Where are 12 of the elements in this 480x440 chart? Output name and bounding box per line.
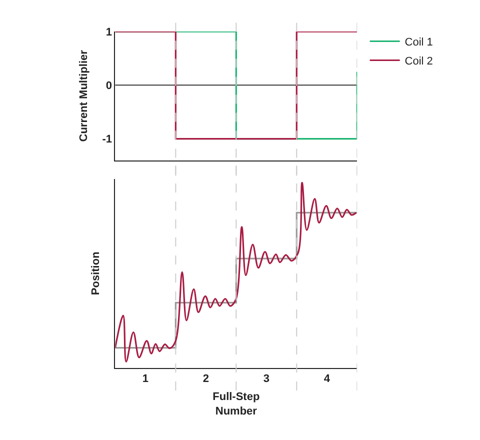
x-tick-label: 2 <box>202 372 209 385</box>
y-tick-label: 1 <box>106 26 112 38</box>
x-axis-title: Full-Step Number <box>212 391 260 418</box>
y-tick-label: 0 <box>106 80 112 92</box>
y-axis-title: Current Multiplier <box>78 49 90 142</box>
x-tick-label: 4 <box>324 372 331 385</box>
legend-label: Coil 2 <box>404 56 433 68</box>
x-tick-label: 3 <box>263 372 270 385</box>
y-tick-label: -1 <box>102 134 112 146</box>
legend-label: Coil 1 <box>404 36 433 49</box>
x-tick-label: 1 <box>142 372 149 385</box>
y-axis-title: Position <box>90 251 102 296</box>
